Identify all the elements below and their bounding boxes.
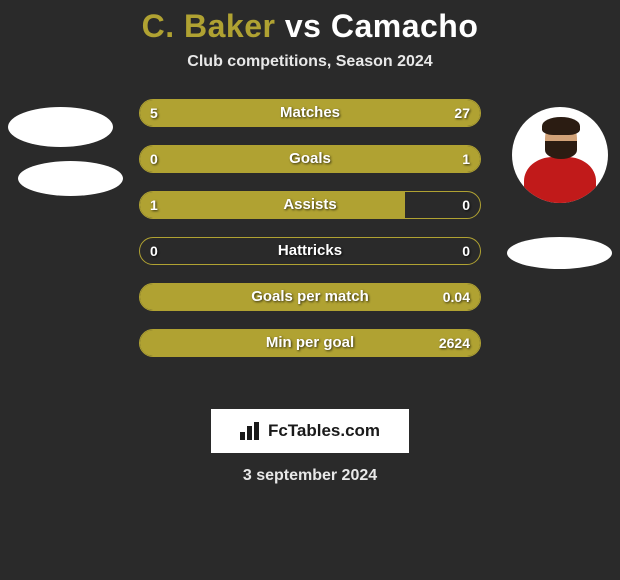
player1-name: C. Baker [142,8,276,44]
stat-label: Goals per match [140,284,480,311]
stat-row: Goals0 1 [139,145,481,173]
player2-badge [507,237,612,269]
stat-label: Assists [140,192,480,219]
stat-value-right: 0 [462,238,470,265]
stat-label: Min per goal [140,330,480,357]
stat-row: Assists1 0 [139,191,481,219]
vs-text: vs [285,8,331,44]
stat-value-right: 27 [454,100,470,127]
stat-label: Hattricks [140,238,480,265]
date: 3 september 2024 [0,467,620,485]
player2-avatar [512,107,608,203]
stat-value-right: 0 [462,192,470,219]
comparison-body: Matches527Goals01Assists10Hattricks00Goa… [0,99,620,389]
stat-row: Matches5 27 [139,99,481,127]
stat-value-left: 0 [150,238,158,265]
stat-bars: Matches527Goals01Assists10Hattricks00Goa… [139,99,481,375]
stat-value-left: 5 [150,100,158,127]
stat-value-left: 1 [150,192,158,219]
stat-label: Matches [140,100,480,127]
stat-row: Hattricks0 0 [139,237,481,265]
player2-name: Camacho [331,8,479,44]
stat-value-right: 2624 [439,330,470,357]
subtitle: Club competitions, Season 2024 [0,53,620,71]
avatar-beard [545,141,577,159]
brand-text: FcTables.com [268,421,380,441]
brand-badge: FcTables.com [211,409,409,453]
avatar-hair [542,117,580,135]
stat-value-right: 0.04 [443,284,470,311]
player1-avatar-placeholder [8,107,113,147]
stat-value-left: 0 [150,146,158,173]
stat-row: Min per goal2624 [139,329,481,357]
vs-title: C. Baker vs Camacho [0,8,620,45]
stat-value-right: 1 [462,146,470,173]
comparison-card: C. Baker vs Camacho Club competitions, S… [0,0,620,485]
stat-label: Goals [140,146,480,173]
avatar-shirt [524,157,596,203]
stat-row: Goals per match0.04 [139,283,481,311]
player1-badge [18,161,123,196]
bars-icon [240,422,262,440]
